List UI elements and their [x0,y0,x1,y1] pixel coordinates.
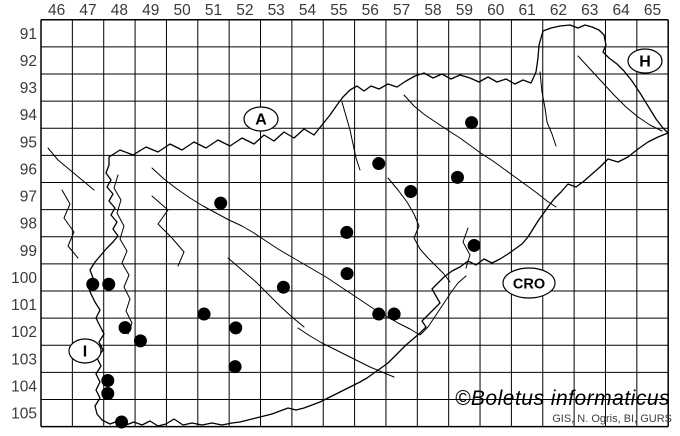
occurrence-dot [372,157,386,171]
x-axis-tick-label: 60 [487,2,505,19]
x-axis-tick-label: 47 [79,2,96,19]
country-label-text: H [639,54,651,71]
country-label-ellipse [68,338,102,364]
country-label-ellipse [502,267,556,299]
x-axis-tick-label: 53 [268,2,285,19]
y-axis-tick-label: 99 [20,243,37,260]
river-west-1 [47,147,95,191]
x-axis-tick-label: 63 [581,2,598,19]
river-ljubljanica [227,257,305,328]
x-axis-tick-label: 61 [518,2,535,19]
river-idrijca [151,195,185,267]
occurrence-dot [101,387,115,401]
river-lines [47,55,663,378]
occurrence-dot [450,170,464,184]
occurrence-dot [467,238,481,252]
river-sava [151,167,467,336]
river-upper-sava [341,101,361,171]
y-axis-tick-label: 101 [11,297,37,314]
y-axis-tick-label: 103 [11,351,37,368]
y-axis-tick-label: 102 [11,324,37,341]
country-label-text: I [83,344,87,361]
country-label-text: A [255,112,267,129]
occurrence-dot [229,321,243,335]
x-axis-tick-label: 58 [424,2,441,19]
x-axis-tick-label: 48 [111,2,128,19]
occurrence-dot [340,225,354,239]
country-border-outline [87,24,669,427]
occurrence-dot [133,334,147,348]
river-drava [403,94,557,208]
country-label-ellipse [627,48,663,74]
country-label-croatia: CRO [502,267,556,299]
river-west-2 [61,189,79,259]
country-label-text: CRO [513,277,545,293]
x-axis-tick-label: 55 [330,2,347,19]
x-axis-tick-label: 49 [142,2,159,19]
occurrence-dot [102,277,116,291]
country-label-hungary: H [627,48,663,74]
x-axis-tick-label: 54 [299,2,317,19]
grid-lines [40,19,669,428]
y-axis-tick-label: 94 [20,107,38,124]
occurrence-dot [197,307,211,321]
country-labels: A H CRO I [68,48,663,364]
occurrence-dot [101,373,115,387]
y-axis-tick-label: 100 [11,270,37,287]
x-axis-tick-label: 64 [613,2,631,19]
credits-text: GIS, N. Ogris, BI, GURS [552,413,672,425]
y-axis-tick-label: 95 [20,134,37,151]
occurrence-dot [404,184,418,198]
y-axis-tick-label: 104 [11,378,37,395]
river-soca [113,174,133,335]
occurrence-dot [372,307,386,321]
y-axis-tick-label: 98 [20,216,37,233]
occurrence-dot [228,360,242,374]
occurrence-dot [276,280,290,294]
occurrence-dot [118,321,132,335]
y-axis-tick-label: 92 [20,53,37,70]
y-axis-tick-label: 93 [20,80,37,97]
occurrence-dot [387,307,401,321]
axis-labels: 46 47 48 49 50 51 52 53 54 55 56 57 58 59 60 61 62 63 64 65… [11,2,661,423]
x-axis-tick-label: 59 [456,2,473,19]
country-label-ellipse [243,106,279,132]
x-axis-tick-label: 57 [393,2,410,19]
y-axis-tick-label: 97 [20,189,37,206]
river-mura [577,55,663,132]
river-mura-tributary [539,71,557,147]
x-axis-tick-label: 65 [644,2,661,19]
x-axis-tick-label: 51 [205,2,222,19]
country-label-austria: A [243,106,279,132]
copyright-text: ©Boletus informaticus [454,387,670,410]
occurrence-dot [465,116,479,130]
x-axis-tick-label: 56 [362,2,379,19]
occurrence-dot [86,277,100,291]
y-axis-tick-label: 91 [20,26,37,43]
occurrence-dots [86,116,481,429]
occurrence-dot [340,267,354,281]
x-axis-tick-label: 62 [550,2,567,19]
x-axis-tick-label: 46 [48,2,65,19]
y-axis-tick-label: 96 [20,161,37,178]
occurrence-dot [214,196,228,210]
y-axis-tick-label: 105 [11,406,37,423]
x-axis-tick-label: 52 [236,2,253,19]
occurrence-dot [115,415,129,429]
x-axis-tick-label: 50 [173,2,191,19]
river-savinja [387,177,451,283]
country-label-italy: I [68,338,102,364]
